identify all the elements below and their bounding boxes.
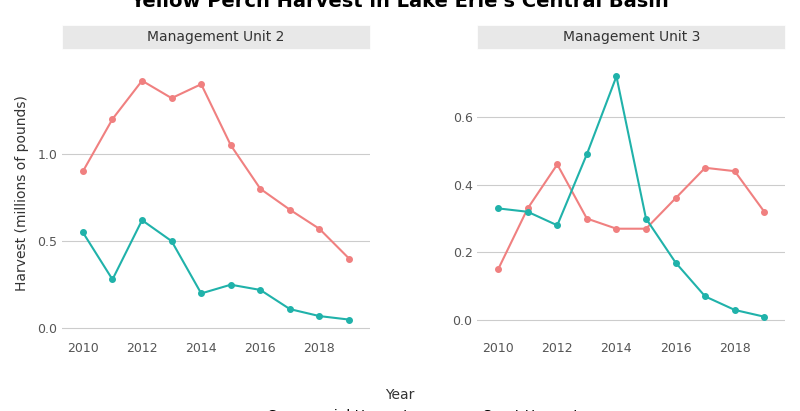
- FancyBboxPatch shape: [478, 25, 785, 49]
- Text: Yellow Perch Harvest in Lake Erie's Central Basin: Yellow Perch Harvest in Lake Erie's Cent…: [130, 0, 670, 11]
- FancyBboxPatch shape: [62, 25, 370, 49]
- Text: Management Unit 2: Management Unit 2: [147, 30, 285, 44]
- Y-axis label: Harvest (millions of pounds): Harvest (millions of pounds): [15, 95, 29, 291]
- Legend: Commercial Harvest, Sport Harvest: Commercial Harvest, Sport Harvest: [216, 404, 584, 411]
- Text: Year: Year: [386, 388, 414, 402]
- Text: Management Unit 3: Management Unit 3: [562, 30, 700, 44]
